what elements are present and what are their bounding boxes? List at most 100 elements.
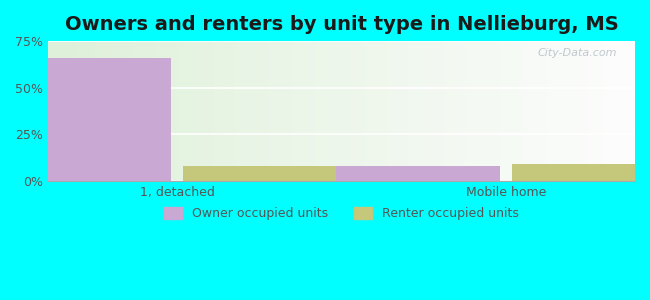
Bar [441, 41, 443, 181]
Bar [490, 41, 492, 181]
Bar [600, 41, 602, 181]
Bar [142, 41, 144, 181]
Bar [279, 41, 281, 181]
Bar [573, 41, 575, 181]
Bar [165, 41, 167, 181]
Bar [122, 41, 124, 181]
Bar [312, 41, 314, 181]
Bar [285, 41, 287, 181]
Bar [616, 41, 618, 181]
Bar [418, 41, 420, 181]
Bar [109, 41, 111, 181]
Bar [198, 41, 200, 181]
Bar [365, 41, 367, 181]
Bar [211, 41, 213, 181]
Bar [265, 41, 267, 181]
Bar [486, 41, 488, 181]
Bar [612, 41, 614, 181]
Bar [389, 41, 391, 181]
Bar [230, 41, 232, 181]
Bar [116, 41, 118, 181]
Bar [224, 41, 226, 181]
Bar [482, 41, 484, 181]
Bar [339, 41, 341, 181]
Bar [93, 41, 95, 181]
Bar [300, 41, 302, 181]
Bar [473, 41, 474, 181]
Bar [150, 41, 151, 181]
Bar [228, 41, 230, 181]
Bar [194, 41, 196, 181]
Bar [498, 41, 500, 181]
Bar [220, 41, 222, 181]
Bar [449, 41, 451, 181]
Bar [463, 41, 465, 181]
Bar [525, 41, 527, 181]
Bar [402, 41, 404, 181]
Bar [512, 164, 650, 181]
Bar [77, 41, 79, 181]
Bar [298, 41, 300, 181]
Bar [304, 41, 306, 181]
Bar [476, 41, 478, 181]
Bar [124, 41, 126, 181]
Bar [623, 41, 625, 181]
Bar [608, 41, 610, 181]
Bar [222, 41, 224, 181]
Bar [537, 41, 539, 181]
Bar [521, 41, 523, 181]
Bar [128, 41, 130, 181]
Bar [54, 41, 56, 181]
Bar [190, 41, 192, 181]
Bar [447, 41, 449, 181]
Bar [422, 41, 424, 181]
Bar [478, 41, 480, 181]
Bar [177, 41, 179, 181]
Bar [631, 41, 633, 181]
Bar [341, 41, 343, 181]
Bar [252, 41, 254, 181]
Bar [494, 41, 496, 181]
Bar [395, 41, 396, 181]
Bar [236, 41, 238, 181]
Bar [376, 41, 378, 181]
Bar [590, 41, 592, 181]
Bar [335, 41, 337, 181]
Bar [563, 41, 565, 181]
Bar [492, 41, 494, 181]
Bar [580, 41, 582, 181]
Bar [619, 41, 621, 181]
Bar [369, 41, 370, 181]
Bar [533, 41, 535, 181]
Bar [281, 41, 283, 181]
Bar [95, 41, 97, 181]
Bar [363, 41, 365, 181]
Bar [480, 41, 482, 181]
Bar [310, 41, 312, 181]
Bar [575, 41, 577, 181]
Bar [213, 41, 214, 181]
Bar [157, 41, 159, 181]
Bar [527, 41, 529, 181]
Bar [357, 41, 359, 181]
Bar [81, 41, 83, 181]
Bar [412, 41, 414, 181]
Bar [592, 41, 594, 181]
Bar [510, 41, 512, 181]
Bar [52, 41, 54, 181]
Bar [333, 41, 335, 181]
Bar [175, 41, 177, 181]
Bar [263, 41, 265, 181]
Bar [380, 41, 383, 181]
Bar [58, 41, 60, 181]
Bar [512, 41, 514, 181]
Bar [289, 41, 291, 181]
Bar [155, 41, 157, 181]
Bar [633, 41, 635, 181]
Bar [87, 41, 89, 181]
Bar [387, 41, 389, 181]
Bar [552, 41, 554, 181]
Bar [183, 166, 347, 181]
Bar [551, 41, 552, 181]
Bar [529, 41, 531, 181]
